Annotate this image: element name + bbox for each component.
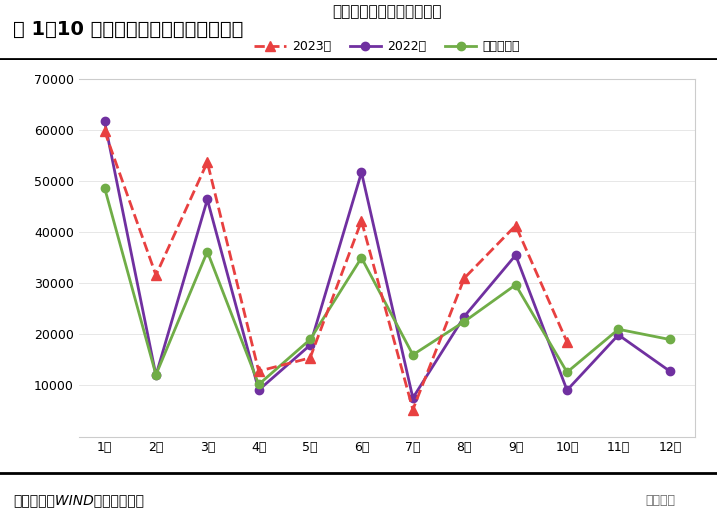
Text: 明察宏观: 明察宏观 [645, 494, 675, 507]
Text: 资料来源：WIND，财信研究院: 资料来源：WIND，财信研究院 [13, 493, 144, 508]
Legend: 2023年, 2022年, 近五年均值: 2023年, 2022年, 近五年均值 [250, 35, 525, 58]
Title: 新增社会融资规模（亿元）: 新增社会融资规模（亿元） [333, 4, 442, 19]
Text: 图 1：10 月社融增量同比继续多增较多: 图 1：10 月社融增量同比继续多增较多 [13, 19, 243, 38]
